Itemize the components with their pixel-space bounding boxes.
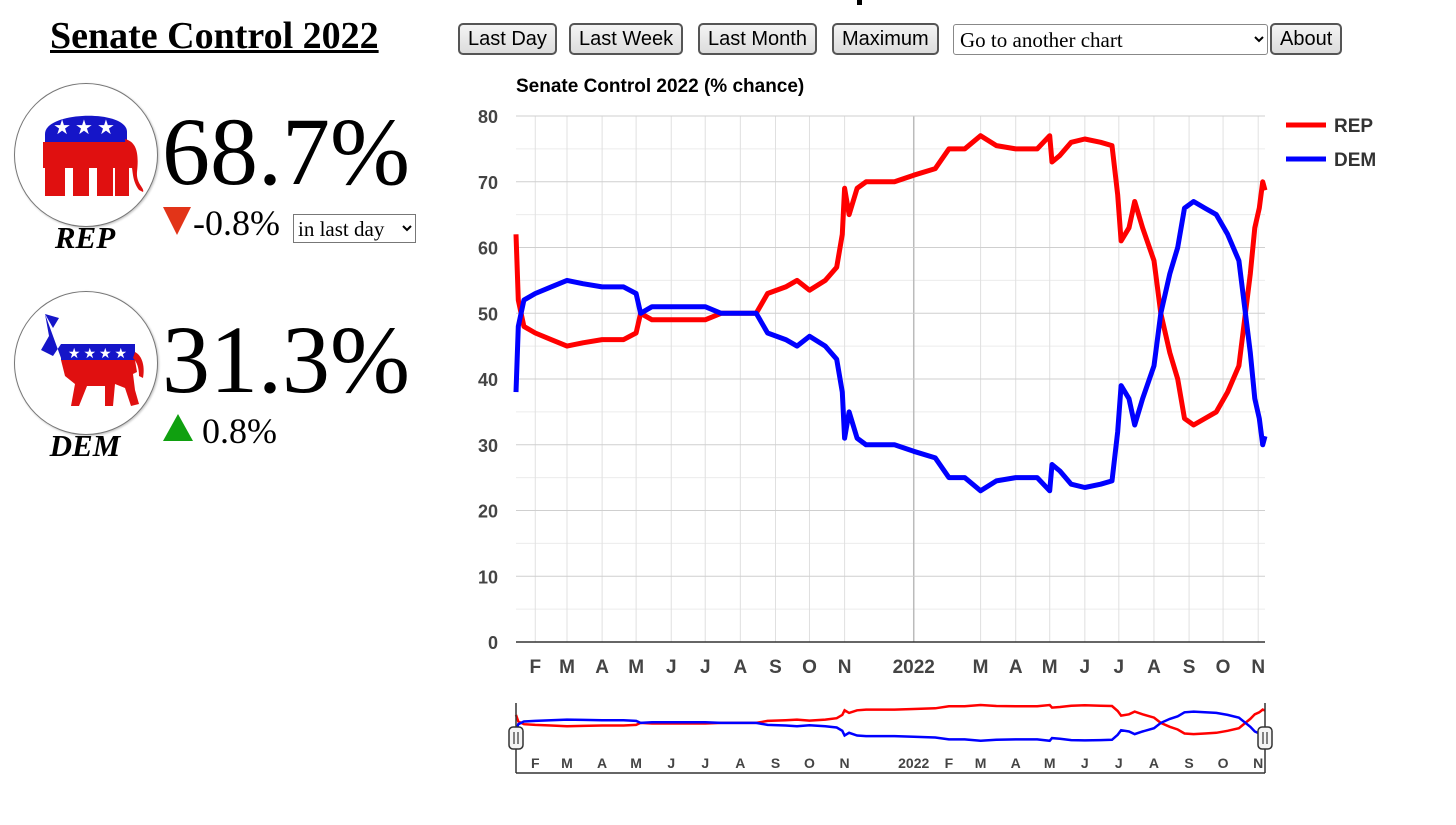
x-tick-label: A [1147, 657, 1161, 678]
dem-logo: ★★★★ [14, 291, 158, 435]
x-tick-label: N [1251, 657, 1265, 678]
x-tick-label: J [700, 657, 711, 678]
navigator-tick-label: N [1253, 755, 1263, 771]
y-tick-label: 40 [478, 370, 498, 390]
svg-text:★★★: ★★★ [53, 117, 119, 139]
x-tick-label: S [1183, 657, 1196, 678]
x-tick-label: J [666, 657, 677, 678]
rep-logo: ★★★ [14, 83, 158, 227]
y-tick-label: 50 [478, 304, 498, 324]
x-tick-label: M [559, 657, 575, 678]
about-button[interactable]: About [1270, 23, 1343, 55]
navigator-tick-label: J [1115, 755, 1123, 771]
y-tick-label: 70 [478, 173, 498, 193]
navigator-left-handle[interactable] [508, 726, 524, 750]
navigator-tick-label: J [701, 755, 709, 771]
last-day-button[interactable]: Last Day [458, 23, 557, 55]
maximum-button[interactable]: Maximum [832, 23, 939, 55]
x-tick-label: J [1114, 657, 1125, 678]
x-tick-label: 2022 [893, 657, 935, 678]
last-month-button[interactable]: Last Month [698, 23, 817, 55]
navigator-tick-label: 2022 [898, 755, 929, 771]
dem-name: DEM [49, 428, 121, 463]
y-tick-label: 80 [478, 107, 498, 127]
navigator-tick-label: F [945, 755, 954, 771]
y-tick-label: 60 [478, 239, 498, 259]
navigator-tick-label: F [531, 755, 540, 771]
navigator-tick-label: S [771, 755, 780, 771]
navigator-tick-label: O [1218, 755, 1229, 771]
x-tick-label: N [838, 657, 852, 678]
range-navigator[interactable]: F M A M J J A S O N 2022 F M A M J J A S O N [500, 695, 1290, 780]
y-tick-label: 30 [478, 436, 498, 456]
x-tick-label: A [733, 657, 747, 678]
dem-change: 0.8% [202, 411, 277, 451]
rep-name: REP [54, 220, 116, 255]
chart-title: Senate Control 2022 (% chance) [516, 76, 804, 97]
last-week-button[interactable]: Last Week [569, 23, 684, 55]
navigator-tick-label: J [667, 755, 675, 771]
top-edge-mark [857, 0, 862, 5]
x-tick-label: F [529, 657, 541, 678]
navigator-tick-label: M [561, 755, 573, 771]
y-tick-label: 10 [478, 567, 498, 587]
navigator-tick-label: O [804, 755, 815, 771]
x-tick-label: A [1009, 657, 1023, 678]
main-chart: Senate Control 2022 (% chance) 0 10 20 30 40… [478, 76, 1376, 678]
period-select[interactable]: in last day [293, 214, 416, 243]
page-title[interactable]: Senate Control 2022 [50, 15, 379, 57]
up-arrow-icon [163, 414, 193, 441]
navigator-tick-label: M [630, 755, 642, 771]
navigator-tick-label: J [1081, 755, 1089, 771]
navigator-tick-label: M [975, 755, 987, 771]
navigator-tick-label: M [1044, 755, 1056, 771]
chart-select[interactable]: Go to another chart [953, 24, 1268, 55]
series-line-rep [513, 133, 1268, 428]
navigator-tick-label: A [1149, 755, 1159, 771]
navigator-tick-label: A [1011, 755, 1021, 771]
x-tick-label: O [1216, 657, 1231, 678]
navigator-tick-label: S [1184, 755, 1193, 771]
rep-percentage: 68.7% [162, 98, 410, 205]
donkey-icon: ★★★★ [41, 314, 144, 406]
dem-percentage: 31.3% [162, 306, 410, 413]
navigator-tick-label: A [735, 755, 745, 771]
x-tick-label: M [973, 657, 989, 678]
x-tick-label: M [628, 657, 644, 678]
navigator-tick-label: A [597, 755, 607, 771]
navigator-right-handle[interactable] [1257, 726, 1273, 750]
series-line-dem [513, 199, 1268, 494]
x-tick-label: O [802, 657, 817, 678]
svg-text:★★★★: ★★★★ [68, 345, 130, 361]
rep-change: -0.8% [193, 203, 280, 243]
down-arrow-icon [163, 207, 191, 235]
legend-label-rep: REP [1334, 116, 1373, 137]
navigator-line-dem [514, 710, 1266, 743]
navigator-tick-label: N [840, 755, 850, 771]
x-tick-label: J [1080, 657, 1091, 678]
y-tick-label: 20 [478, 502, 498, 522]
x-tick-label: S [769, 657, 782, 678]
x-tick-label: M [1042, 657, 1058, 678]
elephant-icon: ★★★ [43, 115, 144, 196]
legend-label-dem: DEM [1334, 150, 1376, 171]
y-tick-label: 0 [488, 633, 498, 653]
x-tick-label: A [595, 657, 609, 678]
